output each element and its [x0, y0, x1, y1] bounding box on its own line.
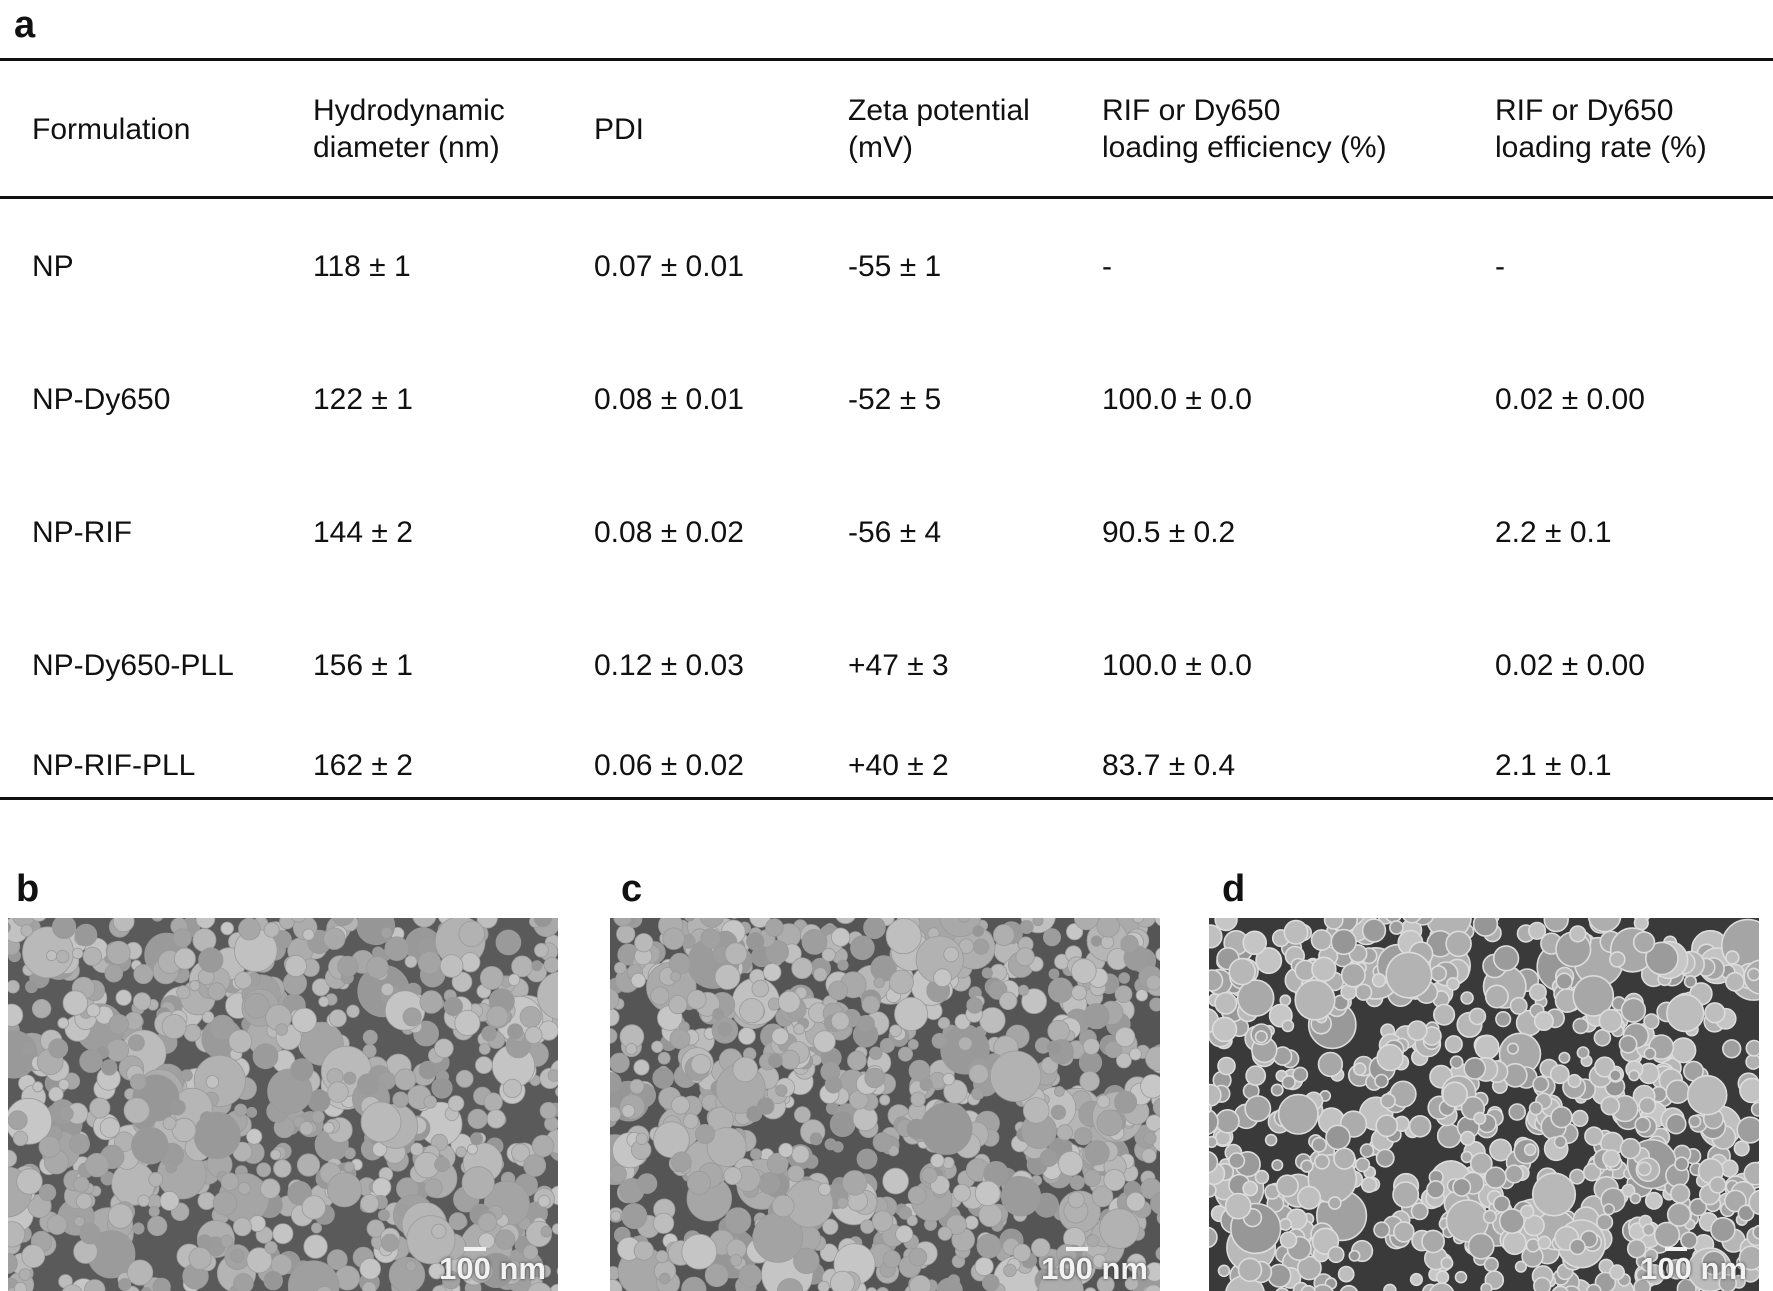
cell-loading-rate: -	[1495, 250, 1505, 283]
cell-diameter: 162 ± 2	[313, 749, 413, 782]
cell-zeta: +40 ± 2	[848, 749, 949, 782]
sem-image-np: 100 nm	[8, 918, 558, 1291]
cell-zeta: +47 ± 3	[848, 649, 949, 682]
header-pdi: PDI	[594, 113, 645, 146]
cell-loading-efficiency: 100.0 ± 0.0	[1102, 383, 1252, 416]
header-loading-rate: RIF or Dy650 loading rate (%)	[1495, 94, 1707, 164]
sem-micrograph	[1209, 918, 1759, 1291]
cell-zeta: -56 ± 4	[848, 516, 942, 549]
table-bottom-rule	[0, 797, 1773, 800]
cell-diameter: 156 ± 1	[313, 649, 413, 682]
cell-loading-rate: 2.1 ± 0.1	[1495, 749, 1612, 782]
cell-loading-efficiency: -	[1102, 250, 1112, 283]
scale-bar	[1066, 1247, 1088, 1251]
scale-bar-label: 100 nm	[439, 1251, 546, 1286]
header-hydrodynamic-diameter: Hydrodynamic diameter (nm)	[313, 94, 505, 164]
cell-loading-rate: 0.02 ± 0.00	[1495, 383, 1645, 416]
cell-loading-efficiency: 83.7 ± 0.4	[1102, 749, 1236, 782]
scale-bar-label: 100 nm	[1640, 1251, 1747, 1286]
cell-pdi: 0.12 ± 0.03	[594, 649, 744, 682]
cell-loading-efficiency: 90.5 ± 0.2	[1102, 516, 1236, 549]
sem-micrograph	[8, 918, 558, 1291]
cell-formulation: NP-Dy650	[32, 383, 171, 416]
header-formulation: Formulation	[32, 113, 191, 146]
table-row: NP-RIF 144 ± 2 0.08 ± 0.02 -56 ± 4 90.5 …	[0, 514, 1773, 551]
cell-diameter: 118 ± 1	[313, 250, 411, 283]
table-row: NP-Dy650-PLL 156 ± 1 0.12 ± 0.03 +47 ± 3…	[0, 647, 1773, 684]
cell-formulation: NP-RIF	[32, 516, 132, 549]
sem-micrograph	[610, 918, 1160, 1291]
sem-image-np-rif-pll: 100 nm	[1209, 918, 1759, 1291]
cell-diameter: 144 ± 2	[313, 516, 413, 549]
cell-loading-rate: 2.2 ± 0.1	[1495, 516, 1612, 549]
cell-pdi: 0.08 ± 0.02	[594, 516, 744, 549]
cell-formulation: NP-RIF-PLL	[32, 749, 196, 782]
cell-zeta: -52 ± 5	[848, 383, 942, 416]
panel-label-a: a	[14, 4, 36, 46]
cell-loading-efficiency: 100.0 ± 0.0	[1102, 649, 1252, 682]
sem-image-np-rif: 100 nm	[610, 918, 1160, 1291]
table-row: NP-Dy650 122 ± 1 0.08 ± 0.01 -52 ± 5 100…	[0, 381, 1773, 418]
cell-diameter: 122 ± 1	[313, 383, 413, 416]
table-header-rule	[0, 196, 1773, 199]
cell-pdi: 0.06 ± 0.02	[594, 749, 744, 782]
cell-zeta: -55 ± 1	[848, 250, 942, 283]
panel-label-b: b	[16, 868, 40, 910]
cell-loading-rate: 0.02 ± 0.00	[1495, 649, 1645, 682]
table-row: NP 118 ± 1 0.07 ± 0.01 -55 ± 1 - -	[0, 248, 1773, 285]
header-loading-efficiency: RIF or Dy650 loading efficiency (%)	[1102, 94, 1387, 164]
cell-pdi: 0.08 ± 0.01	[594, 383, 744, 416]
panel-label-c: c	[621, 868, 643, 910]
cell-formulation: NP-Dy650-PLL	[32, 649, 234, 682]
panel-label-d: d	[1222, 868, 1246, 910]
table-top-rule	[0, 58, 1773, 61]
scale-bar	[1665, 1247, 1687, 1251]
cell-pdi: 0.07 ± 0.01	[594, 250, 744, 283]
header-zeta-potential: Zeta potential (mV)	[848, 94, 1030, 164]
scale-bar	[464, 1247, 486, 1251]
scale-bar-label: 100 nm	[1041, 1251, 1148, 1286]
cell-formulation: NP	[32, 250, 74, 283]
table-row: NP-RIF-PLL 162 ± 2 0.06 ± 0.02 +40 ± 2 8…	[0, 747, 1773, 784]
